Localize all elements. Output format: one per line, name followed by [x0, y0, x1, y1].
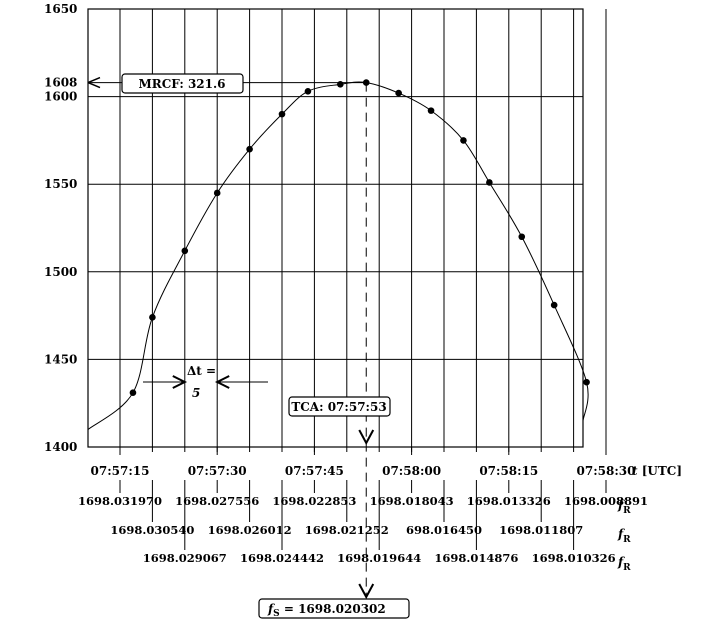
freq-label: 1698.008891 [564, 494, 648, 508]
freq-label: 1698.014876 [434, 551, 518, 565]
freq-label: 698.016450 [406, 523, 482, 537]
data-points [129, 79, 590, 396]
tca-label: TCA: 07:57:53 [291, 400, 386, 414]
data-point [583, 378, 590, 386]
delta-t-symbol: Δt = [187, 364, 216, 378]
fit-curve-layer [87, 81, 589, 430]
freq-label: 1698.027556 [175, 494, 259, 508]
y-tick-label: 1500 [44, 265, 77, 279]
freq-row-symbol: fR [617, 498, 631, 516]
data-point [395, 89, 402, 97]
x-axis-label: t [UTC] [632, 464, 682, 478]
freq-label: 1698.029067 [143, 551, 227, 565]
y-tick-label: 1650 [44, 2, 77, 16]
data-point [278, 110, 286, 118]
y-tick-label: 1450 [44, 352, 77, 366]
mrcf-arrow-head [87, 76, 101, 89]
freq-row-symbol: fR [617, 555, 631, 573]
freq-label: 1698.018043 [370, 494, 454, 508]
frequency-labels: 1698.031970 1698.027556 1698.022853 1698.01… [78, 480, 648, 573]
freq-label: 1698.022853 [272, 494, 356, 508]
data-point [213, 189, 221, 197]
x-tick-labels: 07:57:15 07:57:30 07:57:45 07:58:00 07:58:15… [91, 447, 636, 478]
freq-label: 1698.031970 [78, 494, 162, 508]
mrcf-label: MRCF: 321.6 [138, 77, 225, 91]
data-point [337, 81, 344, 88]
y-tick-label: 1400 [44, 440, 77, 454]
freq-label: 1698.021252 [305, 523, 389, 537]
fit-curve [87, 81, 589, 430]
fs-arrow-head [358, 583, 375, 600]
plot-frame [87, 8, 584, 448]
freq-label: 1698.024442 [240, 551, 324, 565]
x-tick-label: 07:57:45 [285, 464, 344, 478]
tca-box [288, 396, 391, 417]
data-point [129, 389, 137, 396]
delta-t-value: 5 [192, 386, 200, 400]
delta-t-head-right [214, 375, 230, 389]
data-point [181, 247, 189, 255]
x-tick-label: 07:57:15 [91, 464, 150, 478]
freq-row-symbol: fR [617, 527, 631, 545]
y-tick-label: 1608 [44, 76, 77, 90]
data-point [246, 145, 253, 153]
y-tick-label: 1600 [44, 90, 77, 104]
data-point [427, 107, 435, 114]
x-axis-label-text: t [UTC] [632, 464, 682, 478]
fs-label: fS = 1698.020302 [267, 602, 386, 619]
y-tick-label: 1550 [44, 177, 77, 191]
x-tick-label: 07:58:30 [577, 464, 636, 478]
annotations: MRCF: 321.6 TCA: 07:57:53 fS = 1698.020302… [87, 73, 410, 619]
data-point [550, 301, 558, 309]
data-point [149, 314, 156, 321]
freq-label: 1698.011807 [499, 523, 583, 537]
mrcf-box [121, 73, 244, 94]
data-point [518, 233, 526, 241]
data-point [460, 137, 467, 144]
delta-t-head-left [172, 375, 188, 389]
fs-box [258, 598, 410, 619]
freq-label: 1698.019644 [337, 551, 421, 565]
freq-label: 1698.030540 [110, 523, 194, 537]
data-point [486, 179, 493, 186]
x-tick-label: 07:57:30 [188, 464, 247, 478]
data-point [304, 88, 312, 95]
freq-label: 1698.026012 [208, 523, 292, 537]
freq-label: 1698.010326 [532, 551, 616, 565]
x-tick-label: 07:58:15 [479, 464, 538, 478]
freq-label: 1698.013326 [467, 494, 551, 508]
x-tick-label: 07:58:00 [382, 464, 441, 478]
tca-arrow-head [358, 429, 375, 446]
